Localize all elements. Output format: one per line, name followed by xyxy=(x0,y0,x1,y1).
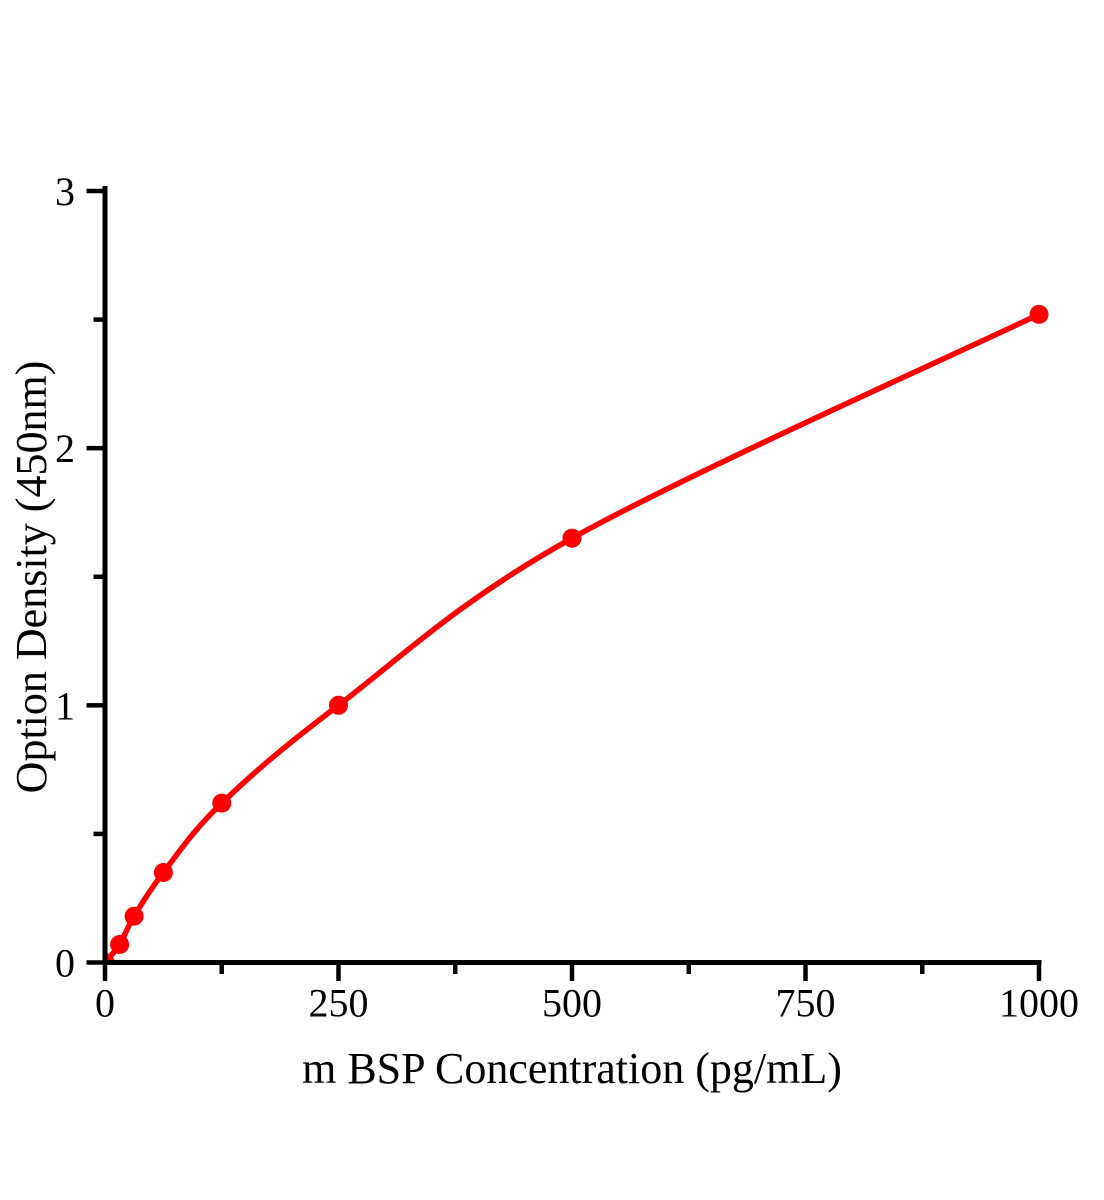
x-tick-label: 500 xyxy=(542,981,602,1026)
y-axis-title: Option Density (450nm) xyxy=(7,361,56,794)
data-point-marker xyxy=(1029,304,1049,324)
data-point-marker xyxy=(562,528,582,548)
y-tick-label: 3 xyxy=(55,169,75,214)
y-tick-label: 2 xyxy=(55,426,75,471)
x-tick-label: 1000 xyxy=(999,981,1079,1026)
x-axis-title: m BSP Concentration (pg/mL) xyxy=(302,1044,842,1093)
standard-curve-line xyxy=(102,311,1041,963)
x-tick-label: 0 xyxy=(95,981,115,1026)
y-tick-label: 0 xyxy=(55,941,75,986)
y-tick-label: 1 xyxy=(55,683,75,728)
data-point-marker xyxy=(329,695,348,715)
data-point-marker xyxy=(212,793,232,813)
data-point-marker xyxy=(110,935,130,954)
axes-group xyxy=(86,186,1042,981)
x-tick-label: 750 xyxy=(776,981,836,1026)
data-point-marker xyxy=(124,906,144,926)
x-tick-label: 250 xyxy=(309,981,369,1026)
tick-label-group: 0 250 500 750 1000 0 1 2 3 xyxy=(55,169,1079,1026)
series-group xyxy=(102,304,1049,963)
data-point-marker xyxy=(153,863,173,882)
